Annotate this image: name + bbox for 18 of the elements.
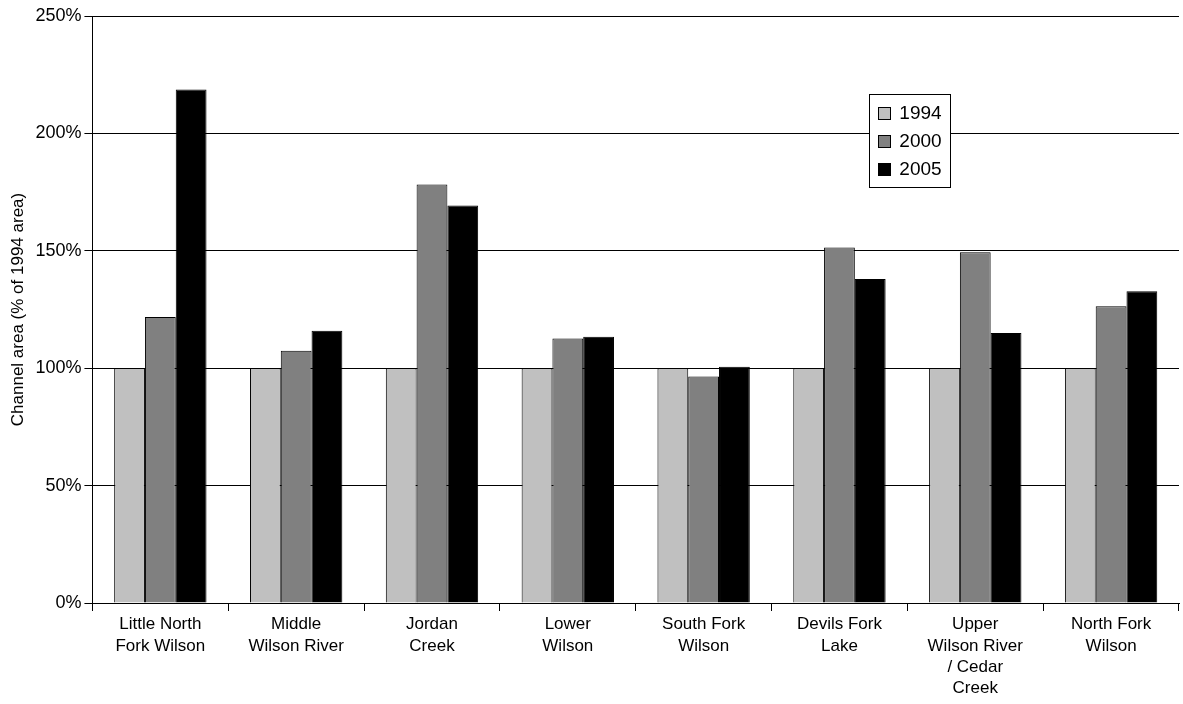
- y-tick-label: 250%: [35, 4, 82, 25]
- y-tick-label: 200%: [35, 122, 82, 143]
- x-tick-label: Lower Wilson: [542, 614, 594, 655]
- y-tick-label: 0%: [55, 591, 82, 612]
- y-axis-title: Channel area (% of 1994 area): [7, 192, 27, 427]
- x-tick-label: Little North Fork Wilson: [115, 614, 206, 655]
- x-tick-label: Upper Wilson River / Cedar Creek: [927, 614, 1024, 698]
- legend-label: 1994: [899, 101, 942, 125]
- legend-label: 2000: [899, 129, 942, 153]
- legend-label: 2005: [899, 157, 942, 181]
- y-tick-label: 50%: [45, 474, 82, 495]
- x-tick-label: South Fork Wilson: [662, 614, 746, 655]
- x-tick-label: North Fork Wilson: [1070, 614, 1152, 655]
- x-tick-label: Devils Fork Lake: [796, 614, 883, 655]
- x-tick-label: Middle Wilson River: [248, 614, 345, 655]
- y-tick-label: 150%: [35, 239, 82, 260]
- x-tick-label: Jordan Creek: [406, 614, 458, 655]
- y-tick-label: 100%: [35, 357, 82, 378]
